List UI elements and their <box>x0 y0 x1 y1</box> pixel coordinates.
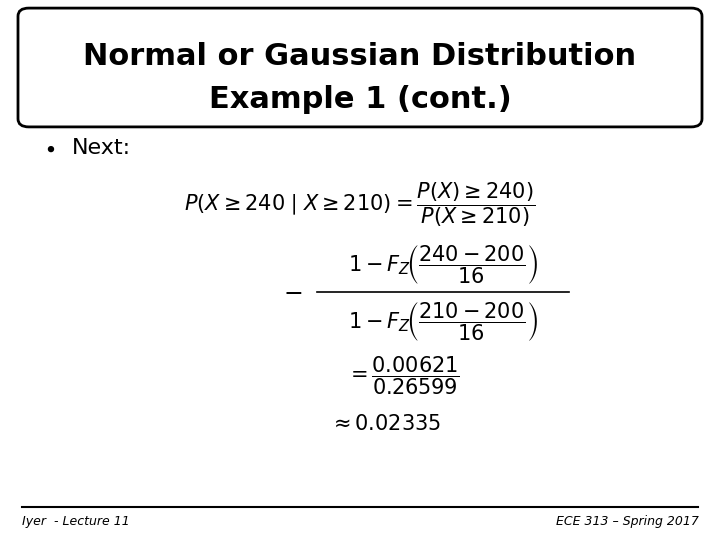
Text: Normal or Gaussian Distribution: Normal or Gaussian Distribution <box>84 42 636 71</box>
Text: $1 - F_Z\!\left(\dfrac{210-200}{16}\right)$: $1 - F_Z\!\left(\dfrac{210-200}{16}\righ… <box>348 300 538 343</box>
Text: $= \dfrac{0.00621}{0.26599}$: $= \dfrac{0.00621}{0.26599}$ <box>346 354 460 396</box>
Text: $P(X \geq 240 \mid X \geq 210) = \dfrac{P(X) \geq 240)}{P(X \geq 210)}$: $P(X \geq 240 \mid X \geq 210) = \dfrac{… <box>184 181 536 230</box>
Text: $\bullet$: $\bullet$ <box>43 138 55 159</box>
Text: $\approx 0.02335$: $\approx 0.02335$ <box>329 414 441 434</box>
Text: Iyer  - Lecture 11: Iyer - Lecture 11 <box>22 515 130 528</box>
Text: Example 1 (cont.): Example 1 (cont.) <box>209 85 511 114</box>
Text: ECE 313 – Spring 2017: ECE 313 – Spring 2017 <box>556 515 698 528</box>
Text: $-$: $-$ <box>283 280 302 303</box>
FancyBboxPatch shape <box>18 8 702 127</box>
Text: Next:: Next: <box>72 138 131 159</box>
Text: $1 - F_Z\!\left(\dfrac{240-200}{16}\right)$: $1 - F_Z\!\left(\dfrac{240-200}{16}\righ… <box>348 243 538 286</box>
